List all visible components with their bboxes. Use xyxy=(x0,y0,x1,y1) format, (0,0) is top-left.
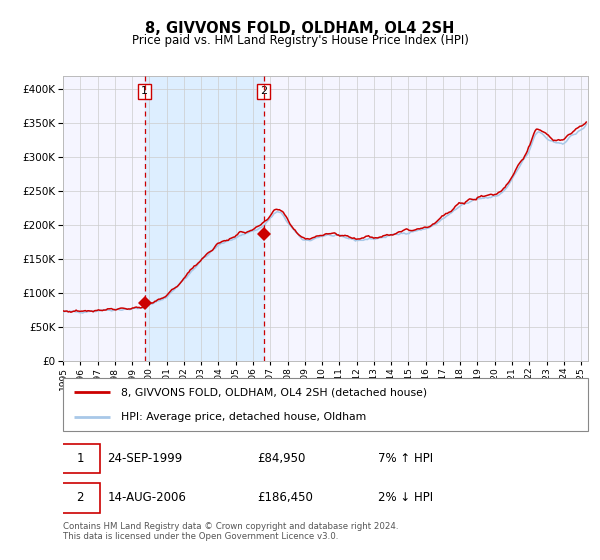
Text: 7% ↑ HPI: 7% ↑ HPI xyxy=(378,452,433,465)
Bar xyxy=(145,76,263,361)
Text: 14-AUG-2006: 14-AUG-2006 xyxy=(107,491,187,504)
Text: Contains HM Land Registry data © Crown copyright and database right 2024.
This d: Contains HM Land Registry data © Crown c… xyxy=(63,522,398,542)
Text: 1: 1 xyxy=(76,452,84,465)
Text: 8, GIVVONS FOLD, OLDHAM, OL4 2SH: 8, GIVVONS FOLD, OLDHAM, OL4 2SH xyxy=(145,21,455,36)
Text: 2: 2 xyxy=(76,491,84,504)
Text: £186,450: £186,450 xyxy=(257,491,313,504)
FancyBboxPatch shape xyxy=(61,483,100,512)
Text: £84,950: £84,950 xyxy=(257,452,305,465)
Text: 2% ↓ HPI: 2% ↓ HPI xyxy=(378,491,433,504)
Text: Price paid vs. HM Land Registry's House Price Index (HPI): Price paid vs. HM Land Registry's House … xyxy=(131,34,469,46)
Text: 2: 2 xyxy=(260,86,267,96)
Text: 24-SEP-1999: 24-SEP-1999 xyxy=(107,452,183,465)
FancyBboxPatch shape xyxy=(61,444,100,473)
Text: 1: 1 xyxy=(141,86,148,96)
Text: HPI: Average price, detached house, Oldham: HPI: Average price, detached house, Oldh… xyxy=(121,412,366,422)
FancyBboxPatch shape xyxy=(63,378,588,431)
Text: 8, GIVVONS FOLD, OLDHAM, OL4 2SH (detached house): 8, GIVVONS FOLD, OLDHAM, OL4 2SH (detach… xyxy=(121,388,427,398)
